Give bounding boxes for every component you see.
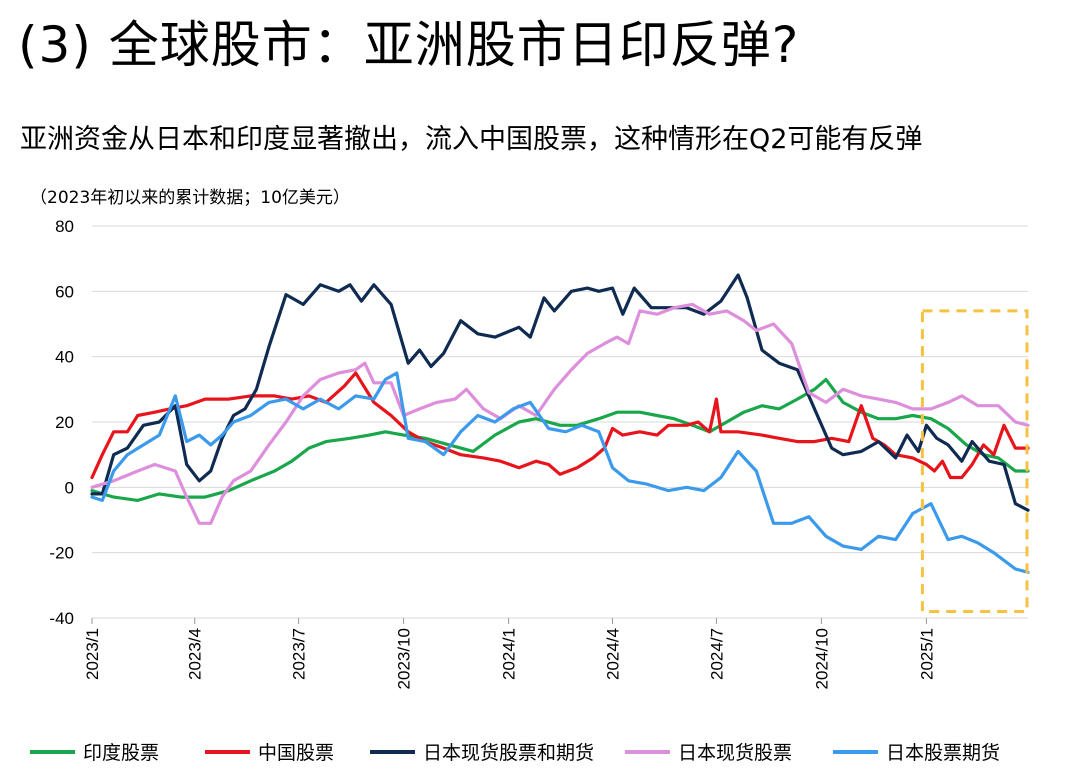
x-tick-label: 2025/1 [917, 628, 936, 680]
y-tick-label: 40 [55, 348, 74, 367]
x-tick-label: 2024/10 [812, 628, 831, 689]
y-axis: 80 60 40 20 0 -20 -40 [49, 217, 74, 628]
x-tick-label: 2024/1 [500, 628, 519, 680]
y-tick-label: 0 [65, 478, 74, 497]
y-tick-label: -40 [49, 609, 74, 628]
legend-label-4: 日本现货股票 [678, 742, 792, 764]
x-tick-label: 2024/4 [604, 628, 623, 680]
y-tick-label: 60 [55, 282, 74, 301]
x-tick-label: 2023/4 [186, 628, 205, 680]
series-line-3 [90, 273, 1030, 512]
chart-unit-note: （2023年初以来的累计数据；10亿美元） [30, 188, 350, 208]
x-tick-label: 2023/10 [395, 628, 414, 689]
highlight-box-rect [920, 309, 1029, 613]
legend-label-1: 印度股票 [83, 742, 159, 764]
y-tick-label: 80 [55, 217, 74, 236]
series-line-2 [90, 371, 1030, 480]
page-title: (3) 全球股市：亚洲股市日印反弹? [18, 16, 800, 74]
page-subtitle: 亚洲资金从日本和印度显著撤出，流入中国股票，这种情形在Q2可能有反弹 [20, 124, 923, 155]
legend-label-5: 日本股票期货 [886, 742, 1000, 764]
y-tick-label: 20 [55, 413, 74, 432]
x-tick-label: 2023/1 [83, 628, 102, 680]
y-tick-label: -20 [49, 544, 74, 563]
series-line-1 [90, 377, 1030, 502]
legend: 印度股票 中国股票 日本现货股票和期货 日本现货股票 日本股票期货 [30, 742, 1000, 764]
series-line-4 [90, 302, 1030, 525]
x-axis: 2023/1 2023/4 2023/7 2023/10 2024/1 2024/4 202… [83, 618, 936, 689]
grid-lines [92, 225, 1028, 619]
series-lines [90, 273, 1030, 574]
legend-label-3: 日本现货股票和期货 [423, 742, 594, 764]
x-tick-label: 2023/7 [290, 628, 309, 680]
x-tick-label: 2024/7 [707, 628, 726, 680]
highlight-box [920, 309, 1029, 613]
series-line-5 [90, 371, 1030, 574]
legend-label-2: 中国股票 [258, 742, 334, 764]
